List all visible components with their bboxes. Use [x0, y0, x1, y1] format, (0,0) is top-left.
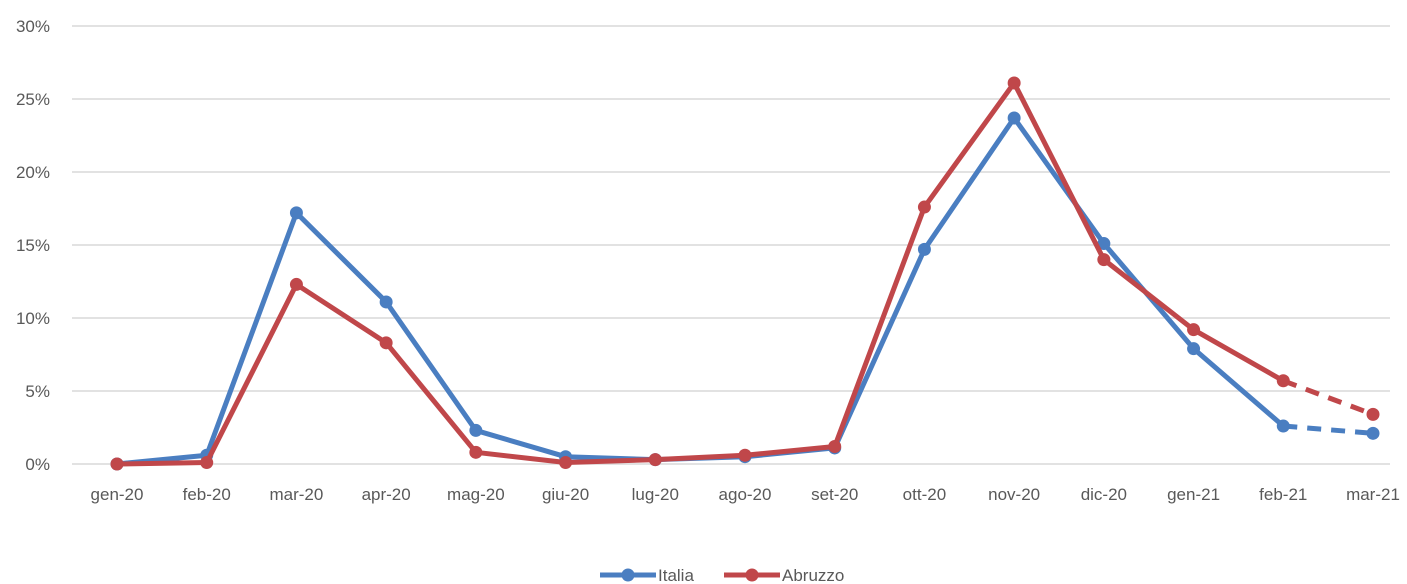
data-point	[1097, 253, 1111, 267]
x-tick-label: ott-20	[903, 485, 946, 504]
data-point	[1276, 419, 1290, 433]
data-point	[1187, 323, 1201, 337]
data-point	[1097, 237, 1111, 251]
x-tick-label: dic-20	[1081, 485, 1127, 504]
x-tick-label: gen-21	[1167, 485, 1220, 504]
legend-item-italia: Italia	[600, 566, 694, 584]
x-axis: gen-20 feb-20 mar-20 apr-20 mag-20 giu-20 lug-…	[91, 485, 1400, 504]
y-tick-label: 20%	[16, 163, 50, 182]
x-tick-label: giu-20	[542, 485, 589, 504]
x-tick-label: lug-20	[632, 485, 679, 504]
gridlines	[72, 25, 1390, 465]
legend-label: Abruzzo	[782, 566, 844, 584]
x-tick-label: gen-20	[91, 485, 144, 504]
data-point	[828, 439, 842, 453]
x-tick-label: ago-20	[719, 485, 772, 504]
y-tick-label: 5%	[25, 382, 50, 401]
data-point	[289, 206, 303, 220]
data-point	[1187, 342, 1201, 356]
legend-label: Italia	[658, 566, 694, 584]
x-tick-label: mar-20	[269, 485, 323, 504]
data-point	[200, 456, 214, 470]
series-abruzzo	[110, 76, 1380, 471]
y-axis: 0% 5% 10% 15% 20% 25% 30%	[16, 17, 50, 474]
x-tick-label: mar-21	[1346, 485, 1400, 504]
x-tick-label: apr-20	[362, 485, 411, 504]
y-tick-label: 10%	[16, 309, 50, 328]
data-point	[1366, 407, 1380, 421]
y-tick-label: 30%	[16, 17, 50, 36]
data-point	[469, 423, 483, 437]
data-point	[738, 448, 752, 462]
legend-item-abruzzo: Abruzzo	[724, 566, 844, 584]
data-point	[379, 295, 393, 309]
y-tick-label: 15%	[16, 236, 50, 255]
x-tick-label: feb-20	[183, 485, 231, 504]
data-point	[1007, 111, 1021, 125]
y-tick-label: 25%	[16, 90, 50, 109]
x-tick-label: set-20	[811, 485, 858, 504]
legend-swatch-marker	[621, 568, 635, 582]
series-line-dashed	[1282, 378, 1374, 417]
data-point	[1366, 426, 1380, 440]
legend: Italia Abruzzo	[600, 566, 844, 584]
data-point	[917, 242, 931, 256]
series-group	[110, 76, 1380, 471]
y-tick-label: 0%	[25, 455, 50, 474]
data-point	[469, 445, 483, 459]
data-point	[917, 200, 931, 214]
x-tick-label: mag-20	[447, 485, 505, 504]
data-point	[1007, 76, 1021, 90]
legend-swatch-marker	[745, 568, 759, 582]
data-point	[289, 277, 303, 291]
data-point	[648, 453, 662, 467]
series-italia	[110, 111, 1380, 471]
series-line-dashed	[1283, 423, 1374, 436]
data-point	[559, 456, 573, 470]
x-tick-label: nov-20	[988, 485, 1040, 504]
x-tick-label: feb-21	[1259, 485, 1307, 504]
data-point	[110, 457, 124, 471]
data-point	[379, 336, 393, 350]
data-point	[1276, 374, 1290, 388]
series-line	[114, 80, 1286, 467]
